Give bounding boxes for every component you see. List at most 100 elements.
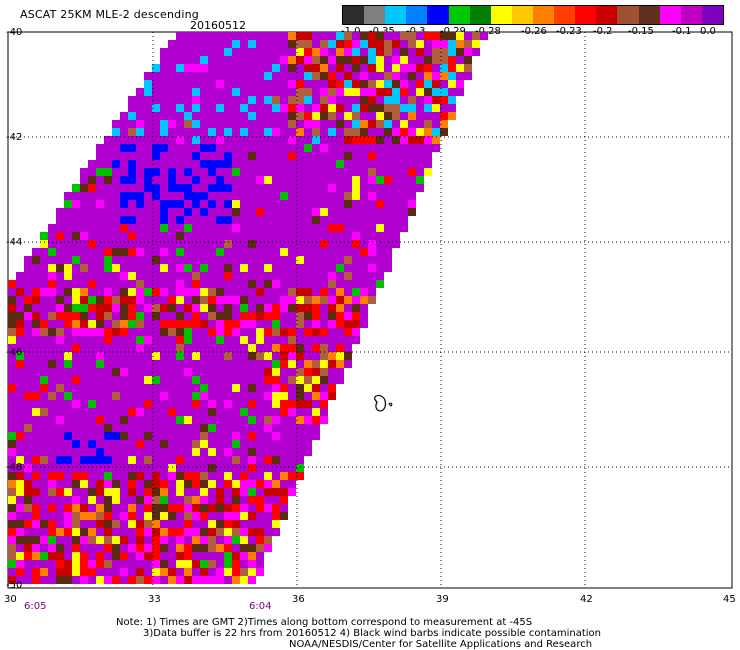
swath-cell [200, 512, 208, 520]
swath-cell [144, 240, 152, 248]
swath-cell [408, 144, 416, 152]
swath-cell [216, 544, 224, 552]
swath-cell [320, 200, 328, 208]
swath-cell [216, 224, 224, 232]
swath-cell [120, 376, 128, 384]
swath-cell [432, 144, 440, 152]
swath-cell [144, 160, 152, 168]
swath-cell [160, 112, 168, 120]
swath-cell [128, 272, 136, 280]
swath-cell [344, 72, 352, 80]
swath-cell [152, 80, 160, 88]
swath-cell [176, 88, 184, 96]
swath-cell [88, 320, 96, 328]
swath-cell [392, 232, 400, 240]
swath-cell [240, 576, 248, 584]
swath-cell [208, 248, 216, 256]
swath-cell [48, 560, 56, 568]
swath-cell [40, 280, 48, 288]
swath-cell [248, 456, 256, 464]
swath-cell [152, 368, 160, 376]
swath-cell [48, 328, 56, 336]
swath-cell [256, 128, 264, 136]
swath-cell [336, 288, 344, 296]
swath-cell [120, 224, 128, 232]
swath-cell [280, 288, 288, 296]
swath-cell [160, 64, 168, 72]
swath-cell [8, 392, 16, 400]
swath-cell [304, 272, 312, 280]
swath-cell [152, 224, 160, 232]
swath-cell [88, 568, 96, 576]
swath-cell [384, 112, 392, 120]
swath-cell [80, 328, 88, 336]
swath-cell [216, 88, 224, 96]
swath-cell [48, 272, 56, 280]
swath-cell [208, 304, 216, 312]
swath-cell [136, 336, 144, 344]
swath-cell [272, 256, 280, 264]
swath-cell [128, 136, 136, 144]
swath-cell [392, 72, 400, 80]
swath-cell [304, 96, 312, 104]
swath-cell [168, 488, 176, 496]
swath-cell [272, 312, 280, 320]
swath-cell [224, 456, 232, 464]
lon-label: 42 [580, 594, 593, 605]
swath-cell [176, 544, 184, 552]
swath-cell [176, 536, 184, 544]
swath-cell [160, 312, 168, 320]
swath-cell [224, 56, 232, 64]
swath-cell [232, 472, 240, 480]
swath-cell [112, 424, 120, 432]
swath-cell [216, 152, 224, 160]
swath-cell [56, 208, 64, 216]
colorbar-segment [701, 6, 723, 24]
swath-cell [224, 160, 232, 168]
swath-cell [176, 176, 184, 184]
swath-cell [320, 400, 328, 408]
swath-cell [88, 168, 96, 176]
swath-cell [400, 184, 408, 192]
swath-cell [352, 208, 360, 216]
swath-cell [288, 448, 296, 456]
swath-cell [72, 344, 80, 352]
swath-cell [232, 96, 240, 104]
swath-cell [88, 280, 96, 288]
swath-cell [160, 400, 168, 408]
swath-cell [320, 296, 328, 304]
swath-cell [200, 368, 208, 376]
swath-cell [72, 464, 80, 472]
swath-cell [248, 432, 256, 440]
swath-cell [112, 576, 120, 584]
swath-cell [184, 448, 192, 456]
swath-cell [48, 392, 56, 400]
swath-cell [56, 472, 64, 480]
swath-cell [120, 120, 128, 128]
swath-cell [64, 328, 72, 336]
swath-cell [216, 576, 224, 584]
swath-cell [80, 432, 88, 440]
swath-cell [144, 248, 152, 256]
swath-cell [360, 72, 368, 80]
swath-cell [248, 568, 256, 576]
swath-cell [152, 304, 160, 312]
swath-cell [216, 512, 224, 520]
swath-cell [168, 408, 176, 416]
swath-cell [120, 336, 128, 344]
swath-cell [104, 576, 112, 584]
swath-cell [264, 520, 272, 528]
swath-cell [168, 288, 176, 296]
swath-cell [152, 112, 160, 120]
swath-cell [256, 304, 264, 312]
swath-cell [24, 360, 32, 368]
swath-cell [416, 168, 424, 176]
swath-cell [272, 80, 280, 88]
swath-cell [248, 320, 256, 328]
swath-cell [48, 576, 56, 584]
swath-cell [280, 40, 288, 48]
swath-cell [184, 488, 192, 496]
swath-cell [80, 296, 88, 304]
swath-cell [208, 312, 216, 320]
swath-cell [256, 208, 264, 216]
